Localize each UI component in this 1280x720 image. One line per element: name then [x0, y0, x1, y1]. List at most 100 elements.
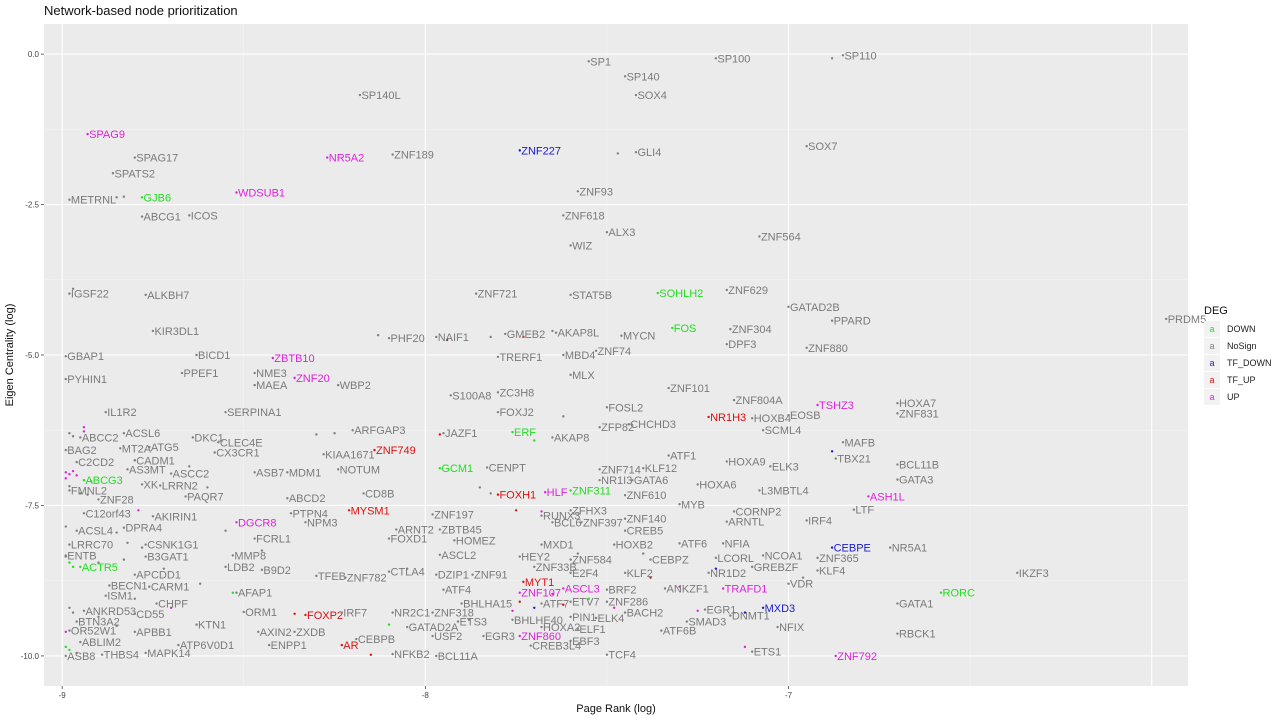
gene-point: DPF3	[725, 339, 756, 351]
gene-label: SP1	[590, 56, 611, 68]
gene-label: ZNF721	[478, 289, 518, 301]
gene-point: AKAP8L	[554, 328, 599, 340]
gene-point-dot	[620, 334, 623, 337]
gene-label: CSNK1G1	[147, 540, 198, 552]
gene-label: NCOA1	[765, 550, 803, 562]
gene-label: HOXA6	[699, 479, 736, 491]
gene-point-dot	[533, 565, 536, 569]
gene-label: SOHLH2	[659, 288, 703, 300]
data-point	[445, 338, 449, 342]
gene-point: ZNF197	[431, 509, 474, 521]
gene-point-dot	[151, 329, 155, 333]
gene-label: SP110	[844, 50, 876, 62]
gene-label: CREB5	[627, 526, 664, 538]
gene-point-dot	[725, 520, 728, 523]
gene-point-dot	[82, 478, 86, 482]
gene-label: IRF7	[343, 608, 367, 620]
gene-label: SPAG17	[136, 153, 178, 165]
gene-label: PPEF1	[184, 368, 219, 380]
gene-label: ABLIM2	[82, 637, 121, 649]
gene-label: ZNF28	[100, 494, 134, 506]
gene-point: BAG2	[64, 445, 97, 457]
gene-point: CHCHD3	[627, 419, 676, 431]
gene-point: CD55	[133, 609, 164, 621]
gene-point: BCL6	[551, 517, 581, 529]
gene-point-dot	[529, 644, 532, 647]
gene-label: ATP6V0D1	[180, 640, 234, 652]
legend-entry: a TF_DOWN	[1204, 355, 1272, 371]
gene-point: MXD1	[540, 540, 574, 552]
gene-point: SOHLH2	[656, 288, 703, 300]
gene-point-dot	[504, 332, 507, 336]
gene-label: ARNT2	[398, 525, 434, 537]
gene-point: ZNF831	[896, 408, 939, 420]
gene-point-dot	[140, 483, 144, 486]
x-axis-title: Page Rank (log)	[576, 703, 656, 715]
major-gridlines	[44, 24, 1188, 686]
gene-label: ERF	[514, 427, 536, 439]
gene-point-dot	[122, 432, 126, 435]
gene-point: LDB2	[224, 562, 255, 574]
gene-point-dot	[569, 558, 572, 561]
gene-label: GLI4	[637, 147, 661, 159]
gene-point-dot	[496, 410, 500, 414]
gene-point-dot	[518, 634, 521, 638]
gene-point-dot	[834, 457, 837, 460]
gene-label: ARNTL	[728, 517, 764, 529]
gene-label: ASCL3	[565, 584, 600, 596]
data-point	[612, 606, 616, 609]
gene-label: CHCHD3	[630, 419, 676, 431]
y-tick-label: -2.5	[25, 201, 39, 210]
gene-label: ELK3	[772, 461, 799, 473]
gene-point-dot	[391, 153, 394, 156]
gene-label: JAZF1	[445, 428, 477, 440]
gene-point: ZNF189	[391, 150, 434, 162]
legend-key	[1204, 321, 1220, 337]
gene-point: KTN1	[195, 620, 226, 632]
gene-point: ACSL6	[122, 428, 160, 440]
gene-point: ACTR5	[79, 562, 118, 574]
data-point	[467, 618, 471, 621]
gene-label: NME3	[256, 368, 287, 380]
gene-point-dot	[569, 293, 572, 297]
gene-point-dot	[612, 543, 616, 546]
gene-point-dot	[678, 542, 681, 545]
gene-label: PAQR7	[187, 491, 223, 503]
gene-point-dot	[540, 514, 543, 517]
gene-point: GATA6	[631, 475, 668, 487]
gene-label: GJB6	[144, 192, 172, 204]
gene-point-dot	[140, 215, 144, 218]
gene-point: ABCG3	[82, 475, 123, 487]
gene-point-dot	[562, 353, 565, 357]
gene-point: ZNF782	[344, 573, 387, 585]
gene-label: ZNF33B	[536, 562, 577, 574]
gene-label: ELF1	[579, 624, 605, 636]
gene-point: ASCL3	[562, 584, 600, 596]
gene-point-dot	[598, 478, 601, 482]
gene-point-dot	[387, 570, 391, 573]
gene-point-dot	[482, 634, 485, 638]
gene-label: EGR3	[485, 631, 515, 643]
gene-label: BICD1	[198, 350, 230, 362]
gene-point-dot	[438, 528, 442, 531]
gene-point-dot	[569, 615, 572, 618]
gene-label: AKIRIN1	[154, 511, 197, 523]
gene-point-dot	[133, 573, 136, 576]
gene-point: SPAG17	[133, 153, 178, 165]
legend-key	[1204, 389, 1220, 405]
gene-label: CHPF	[158, 599, 188, 611]
gene-point: C12orf43	[82, 508, 131, 520]
gene-point-dot	[496, 355, 500, 359]
gene-label: MAPK14	[147, 648, 190, 660]
gene-point-dot	[449, 394, 452, 397]
gene-point-dot	[195, 353, 198, 357]
gene-point-dot	[260, 568, 264, 572]
gene-point: ETV7	[569, 597, 600, 609]
gene-point-dot	[140, 196, 144, 199]
gene-label: ZNF749	[376, 445, 416, 457]
gene-label: ATF6	[681, 538, 707, 550]
gene-point: NR1D2	[707, 568, 746, 580]
gene-label: TRERF1	[499, 352, 542, 364]
gene-label: BCL11A	[438, 651, 479, 663]
gene-label: MLX	[572, 370, 595, 382]
